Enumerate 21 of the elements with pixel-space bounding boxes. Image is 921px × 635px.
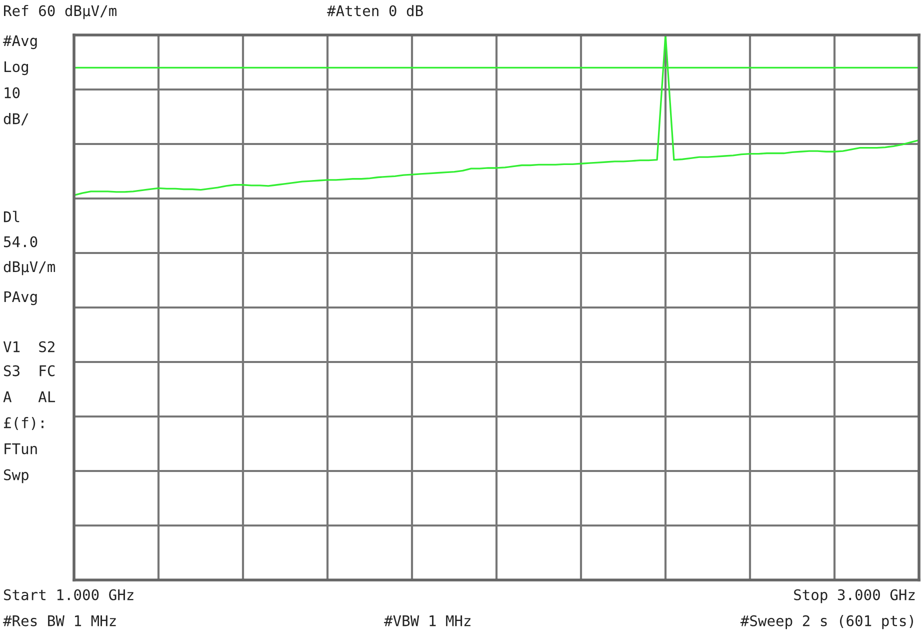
- text: dBµV/m: [4, 260, 55, 276]
- text: Start 1.000 GHz: [4, 589, 134, 600]
- text: #Avg: [3, 35, 37, 50]
- text: 10: [4, 87, 20, 98]
- text: A AL: [3, 391, 56, 402]
- text: V1 S2: [3, 341, 54, 352]
- text: dB/: [4, 112, 28, 126]
- text: #Res BW 1 MHz: [3, 615, 116, 626]
- text: PAvg: [4, 291, 37, 306]
- text: #VBW 1 MHz: [384, 615, 470, 626]
- text: 54.0: [4, 236, 38, 248]
- text: S3 FC: [4, 365, 55, 376]
- text: £(f):: [4, 416, 44, 430]
- text: Log: [4, 61, 28, 76]
- text: Stop 3.000 GHz: [794, 589, 915, 604]
- text: #Atten 0 dB: [327, 4, 423, 16]
- text: #Sweep 2 s (601 pts): [740, 615, 913, 630]
- text: Ref 60 dBµV/m: [4, 4, 116, 20]
- text: Swp: [4, 469, 28, 484]
- text: FTun: [4, 443, 37, 454]
- text: Dl: [4, 210, 20, 222]
